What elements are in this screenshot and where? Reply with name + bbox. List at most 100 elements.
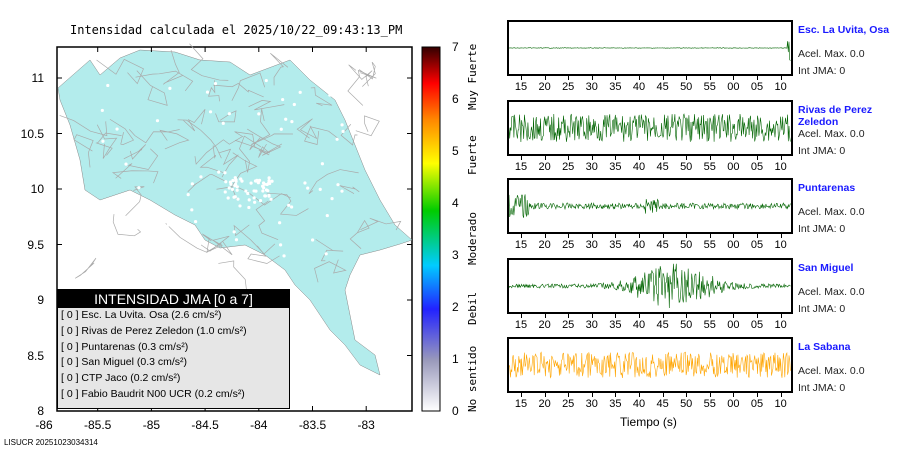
time-tick-label: 20: [538, 81, 551, 93]
station-jma-intensity: Int JMA: 0: [798, 65, 846, 77]
time-tick-mark: [757, 76, 758, 80]
station-dot: [101, 139, 105, 143]
station-dot: [328, 93, 332, 97]
station-dot: [160, 214, 164, 218]
station-dot: [284, 117, 288, 121]
waveform-panel: [507, 178, 793, 234]
station-max-accel: Acel. Max. 0.0: [798, 365, 865, 377]
waveform-trace: [508, 41, 791, 61]
lon-tick-label: -83.5: [298, 418, 327, 432]
time-tick-label: 10: [774, 398, 787, 410]
time-tick-label: 20: [538, 319, 551, 331]
time-tick-mark: [521, 234, 522, 238]
time-tick-mark: [780, 156, 782, 160]
time-tick-label: 30: [585, 319, 598, 331]
time-tick-label: 55: [703, 81, 716, 93]
station-dot: [157, 217, 161, 221]
station-dot: [341, 129, 345, 133]
station-dot: [244, 189, 248, 193]
time-tick-label: 50: [680, 161, 693, 173]
waveform-panel: [507, 258, 793, 314]
time-tick-mark: [662, 393, 664, 397]
waveform-panel: [507, 100, 793, 156]
lat-tick-label: 8.5: [27, 348, 44, 363]
time-tick-mark: [733, 156, 735, 160]
colorbar-category: Muy Fuerte: [466, 43, 479, 110]
colorbar-category: No sentido: [466, 345, 479, 412]
time-tick-label: 45: [656, 239, 669, 251]
time-tick-mark: [709, 234, 711, 238]
time-tick-label: 45: [656, 398, 669, 410]
time-tick-label: 10: [774, 239, 787, 251]
station-dot: [292, 102, 296, 107]
station-dot: [263, 194, 267, 198]
legend-row: [ 0 ] Fabio Baudrit N00 UCR (0.2 cm/s²): [61, 387, 245, 400]
colorbar-category: Moderado: [466, 212, 479, 265]
colorbar-tick: 2: [452, 300, 459, 314]
station-dot: [333, 94, 337, 98]
station-dot: [265, 182, 269, 187]
time-tick-mark: [521, 76, 522, 80]
time-tick-label: 50: [680, 81, 693, 93]
time-tick-label: 00: [727, 81, 740, 93]
time-tick-mark: [662, 156, 664, 160]
time-tick-label: 30: [585, 161, 598, 173]
time-tick-label: 10: [774, 319, 787, 331]
station-dot: [325, 213, 329, 218]
time-tick-mark: [615, 76, 617, 80]
time-tick-mark: [568, 234, 570, 238]
legend-title: INTENSIDAD JMA [0 a 7]: [58, 290, 289, 308]
colorbar-tick: 5: [452, 144, 459, 158]
time-tick-label: 45: [656, 319, 669, 331]
station-dot: [246, 191, 250, 196]
station-jma-intensity: Int JMA: 0: [798, 303, 846, 315]
time-tick-label: 05: [750, 319, 764, 331]
station-jma-intensity: Int JMA: 0: [798, 223, 846, 235]
station-dot: [234, 238, 239, 242]
time-tick-label: 25: [562, 161, 575, 173]
station-dot: [127, 206, 131, 210]
station-dot: [235, 188, 239, 192]
station-dot: [236, 197, 240, 201]
station-dot: [255, 178, 259, 182]
station-dot: [232, 195, 236, 199]
station-dot: [261, 189, 265, 193]
colorbar-category: Debil: [466, 291, 479, 325]
station-name: Rivas de Perez Zeledon: [798, 104, 873, 128]
station-dot: [115, 127, 119, 131]
station-dot: [278, 243, 283, 247]
time-tick-label: 55: [703, 319, 716, 331]
station-dot: [213, 81, 218, 86]
station-dot: [252, 189, 256, 193]
station-max-accel: Acel. Max. 0.0: [798, 206, 865, 218]
station-dot: [247, 198, 251, 202]
station-dot: [239, 177, 243, 181]
colorbar-category: Fuerte: [466, 135, 479, 175]
station-dot: [217, 254, 222, 258]
station-dot: [311, 238, 315, 242]
station-name: Puntarenas: [798, 182, 856, 194]
time-tick-mark: [568, 314, 570, 318]
station-dot: [247, 205, 251, 210]
time-tick-label: 50: [680, 398, 693, 410]
time-tick-label: 40: [632, 319, 646, 331]
station-dot: [226, 196, 230, 200]
station-dot: [278, 221, 282, 225]
lat-tick-label: 10.5: [20, 126, 44, 141]
lon-tick-label: -84: [250, 418, 268, 432]
time-tick-mark: [757, 393, 758, 397]
station-jma-intensity: Int JMA: 0: [798, 382, 846, 394]
station-dot: [154, 255, 158, 259]
station-dot: [103, 237, 107, 242]
time-tick-mark: [686, 314, 688, 318]
time-tick-mark: [686, 234, 688, 238]
time-tick-label: 25: [562, 319, 575, 331]
time-tick-mark: [615, 156, 617, 160]
time-tick-label: 55: [703, 239, 716, 251]
station-dot: [268, 181, 272, 186]
time-tick-label: 25: [562, 81, 575, 93]
lat-tick-label: 8: [37, 404, 44, 418]
station-dot: [193, 219, 198, 224]
station-dot: [148, 247, 152, 251]
time-tick-label: 50: [680, 239, 693, 251]
